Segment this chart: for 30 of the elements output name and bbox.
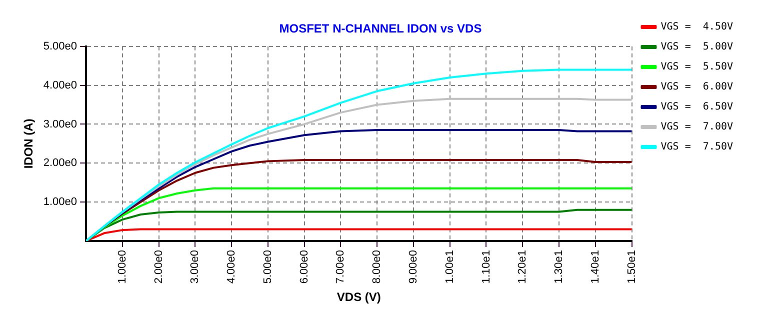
y-tick-label: 2.00e0	[43, 157, 78, 170]
legend-label: VGS = 7.50V	[660, 142, 734, 153]
x-tick-label: 3.00e0	[189, 250, 202, 284]
x-tick-label: 1.00e0	[116, 250, 128, 284]
y-tick-label: 5.00e0	[43, 40, 78, 52]
legend-label: VGS = 7.00V	[660, 122, 734, 133]
x-tick-label: 6.00e0	[298, 250, 310, 284]
x-tick-label: 1.10e1	[480, 250, 492, 284]
legend-label: VGS = 5.00V	[660, 42, 734, 53]
x-tick-label: 1.30e1	[553, 250, 566, 284]
x-tick-label: 8.00e0	[371, 250, 384, 284]
y-tick-label: 4.00e0	[43, 79, 78, 92]
chart-title: MOSFET N-CHANNEL IDON vs VDS	[279, 22, 482, 36]
x-tick-label: 1.40e1	[589, 250, 602, 284]
y-tick-label: 1.00e0	[43, 196, 78, 208]
x-tick-label: 5.00e0	[262, 250, 274, 284]
legend-label: VGS = 6.00V	[660, 82, 734, 93]
x-tick-label: 1.50e1	[626, 250, 638, 284]
x-tick-label: 1.20e1	[516, 250, 529, 284]
x-tick-label: 4.00e0	[226, 250, 238, 284]
x-tick-label: 1.00e1	[444, 250, 456, 284]
x-tick-label: 7.00e0	[334, 250, 347, 284]
legend-label: VGS = 5.50V	[660, 62, 734, 73]
x-tick-label: 2.00e0	[152, 250, 165, 284]
y-tick-label: 3.00e0	[43, 118, 78, 130]
legend-label: VGS = 4.50V	[660, 22, 734, 33]
x-tick-label: 9.00e0	[408, 250, 420, 284]
y-axis-title: IDON (A)	[22, 118, 36, 169]
x-axis-title: VDS (V)	[336, 290, 381, 304]
legend-label: VGS = 6.50V	[660, 102, 734, 113]
